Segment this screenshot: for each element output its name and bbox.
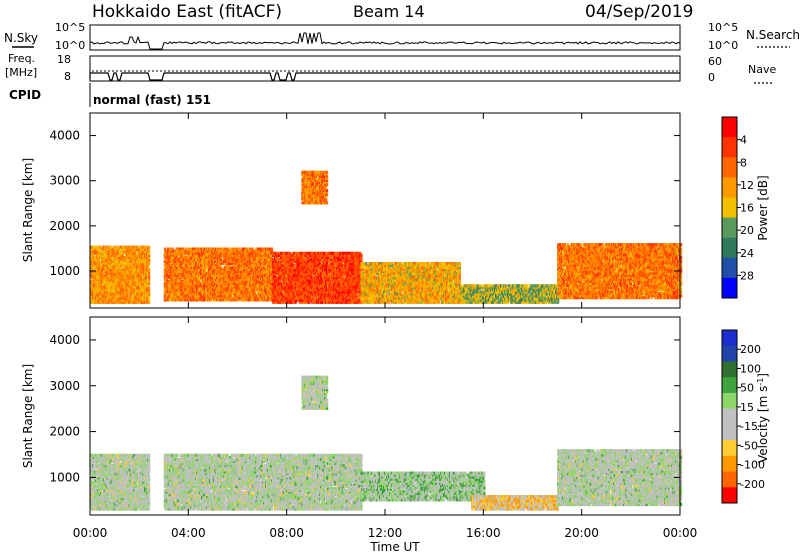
velocity-colorbar-swatch bbox=[722, 456, 737, 472]
velocity-colorbar-swatch bbox=[722, 377, 737, 393]
power-echo-region-4 bbox=[360, 262, 461, 304]
power-colorbar-tick-label: 12 bbox=[740, 179, 754, 192]
velocity-colorbar-swatch bbox=[722, 409, 737, 425]
freq-tick-top: 18 bbox=[57, 53, 71, 66]
power-colorbar-tick-label: 24 bbox=[740, 247, 754, 260]
velocity-colorbar-swatch bbox=[722, 330, 737, 346]
velocity-echo-region-2 bbox=[301, 376, 328, 410]
noise-right-tick-top: 10^5 bbox=[708, 21, 738, 34]
time-tick-label: 20:00 bbox=[564, 526, 599, 540]
power-colorbar-swatch bbox=[722, 238, 737, 259]
velocity-echo-region-5 bbox=[557, 449, 682, 506]
power-y-label: Slant Range [km] bbox=[21, 158, 35, 262]
velocity-colorbar-label: Velocity [m s-1] bbox=[756, 373, 770, 463]
power-colorbar-tick-label: 20 bbox=[740, 224, 754, 237]
power-echo-region-1 bbox=[164, 248, 273, 302]
power-colorbar-tick-label: 16 bbox=[740, 202, 754, 215]
power-echo-region-2 bbox=[272, 252, 363, 304]
noise-left-tick-top: 10^5 bbox=[55, 21, 85, 34]
noise-panel: N.Sky 10^5 10^0 10^5 10^0 N.Search bbox=[4, 21, 800, 52]
power-y-tick-label: 3000 bbox=[49, 174, 80, 188]
power-colorbar-swatch bbox=[722, 117, 737, 138]
freq-trace bbox=[90, 73, 680, 80]
velocity-colorbar-swatch bbox=[722, 393, 737, 409]
power-colorbar-swatch bbox=[722, 258, 737, 279]
nsky-label: N.Sky bbox=[4, 31, 38, 45]
velocity-colorbar-swatch bbox=[722, 440, 737, 456]
power-panel: 1000 2000 3000 4000 Slant Range [km] 4 8 12 16… bbox=[21, 113, 770, 308]
nave-tick-bottom: 0 bbox=[708, 71, 715, 84]
velocity-echo-region-4 bbox=[471, 495, 559, 511]
time-tick-label: 08:00 bbox=[269, 526, 304, 540]
time-tick-label: 00:00 bbox=[73, 526, 108, 540]
velocity-echo-region-3 bbox=[360, 472, 485, 502]
freq-label: Freq. bbox=[8, 52, 35, 65]
power-colorbar-tick-label: 4 bbox=[740, 134, 747, 147]
velocity-y-tick-label: 4000 bbox=[49, 333, 80, 347]
power-echo-region-5 bbox=[459, 284, 560, 304]
nsky-trace bbox=[90, 33, 680, 49]
freq-panel: Freq. [MHz] 18 8 60 0 Nave bbox=[5, 52, 776, 84]
power-echo-region-3 bbox=[301, 171, 328, 205]
power-y-tick-label: 1000 bbox=[49, 264, 80, 278]
noise-left-tick-bottom: 10^0 bbox=[55, 39, 85, 52]
power-colorbar-swatch bbox=[722, 218, 737, 239]
velocity-y-label: Slant Range [km] bbox=[21, 364, 35, 468]
cpid-value: normal (fast) 151 bbox=[93, 93, 211, 107]
time-tick-label: 12:00 bbox=[368, 526, 403, 540]
time-tick-label: 00:00 bbox=[663, 526, 698, 540]
noise-right-tick-bottom: 10^0 bbox=[708, 39, 738, 52]
freq-tick-bottom: 8 bbox=[64, 70, 71, 83]
freq-frame bbox=[90, 56, 680, 81]
power-y-tick-label: 4000 bbox=[49, 129, 80, 143]
power-echo-region-6 bbox=[557, 243, 682, 299]
nave-label: Nave bbox=[748, 63, 776, 76]
power-colorbar-swatch bbox=[722, 177, 737, 198]
date-title: 04/Sep/2019 bbox=[585, 2, 693, 22]
velocity-colorbar-tick-label: 15 bbox=[740, 401, 754, 414]
station-title: Hokkaido East (fitACF) bbox=[92, 2, 282, 22]
beam-title: Beam 14 bbox=[353, 2, 425, 21]
power-colorbar-tick-label: 8 bbox=[740, 156, 747, 169]
power-heatmap bbox=[90, 171, 682, 304]
power-echo-region-0 bbox=[90, 246, 150, 304]
velocity-echo-region-0 bbox=[90, 454, 150, 511]
velocity-colorbar-tick-label: 50 bbox=[740, 382, 754, 395]
power-colorbar-label: Power [dB] bbox=[756, 175, 770, 240]
velocity-colorbar-swatch bbox=[722, 361, 737, 377]
velocity-colorbar-swatch bbox=[722, 346, 737, 362]
velocity-colorbar-swatch bbox=[722, 487, 737, 503]
velocity-colorbar-swatch bbox=[722, 424, 737, 440]
power-colorbar-tick-label: 28 bbox=[740, 269, 754, 282]
velocity-echo-region-1 bbox=[164, 454, 363, 511]
velocity-y-tick-label: 3000 bbox=[49, 379, 80, 393]
power-colorbar-swatch bbox=[722, 137, 737, 158]
time-axis-label: Time UT bbox=[369, 540, 420, 554]
noise-frame bbox=[90, 25, 680, 50]
time-tick-label: 04:00 bbox=[171, 526, 206, 540]
power-y-tick-label: 2000 bbox=[49, 219, 80, 233]
nave-tick-top: 60 bbox=[708, 55, 722, 68]
power-colorbar-swatch bbox=[722, 278, 737, 299]
velocity-colorbar-tick-label: -200 bbox=[740, 478, 765, 491]
velocity-heatmap bbox=[90, 376, 682, 511]
velocity-y-tick-label: 1000 bbox=[49, 470, 80, 484]
power-colorbar-swatch bbox=[722, 157, 737, 178]
cpid-label: CPID bbox=[9, 88, 41, 102]
power-colorbar-swatch bbox=[722, 197, 737, 218]
nsearch-label: N.Search bbox=[746, 28, 800, 42]
freq-unit-label: [MHz] bbox=[5, 66, 37, 79]
velocity-y-tick-label: 2000 bbox=[49, 425, 80, 439]
velocity-colorbar-tick-label: 200 bbox=[740, 343, 761, 356]
time-tick-label: 16:00 bbox=[466, 526, 501, 540]
power-colorbar: 4 8 12 16 20 24 28 bbox=[722, 117, 754, 299]
velocity-colorbar-swatch bbox=[722, 472, 737, 488]
